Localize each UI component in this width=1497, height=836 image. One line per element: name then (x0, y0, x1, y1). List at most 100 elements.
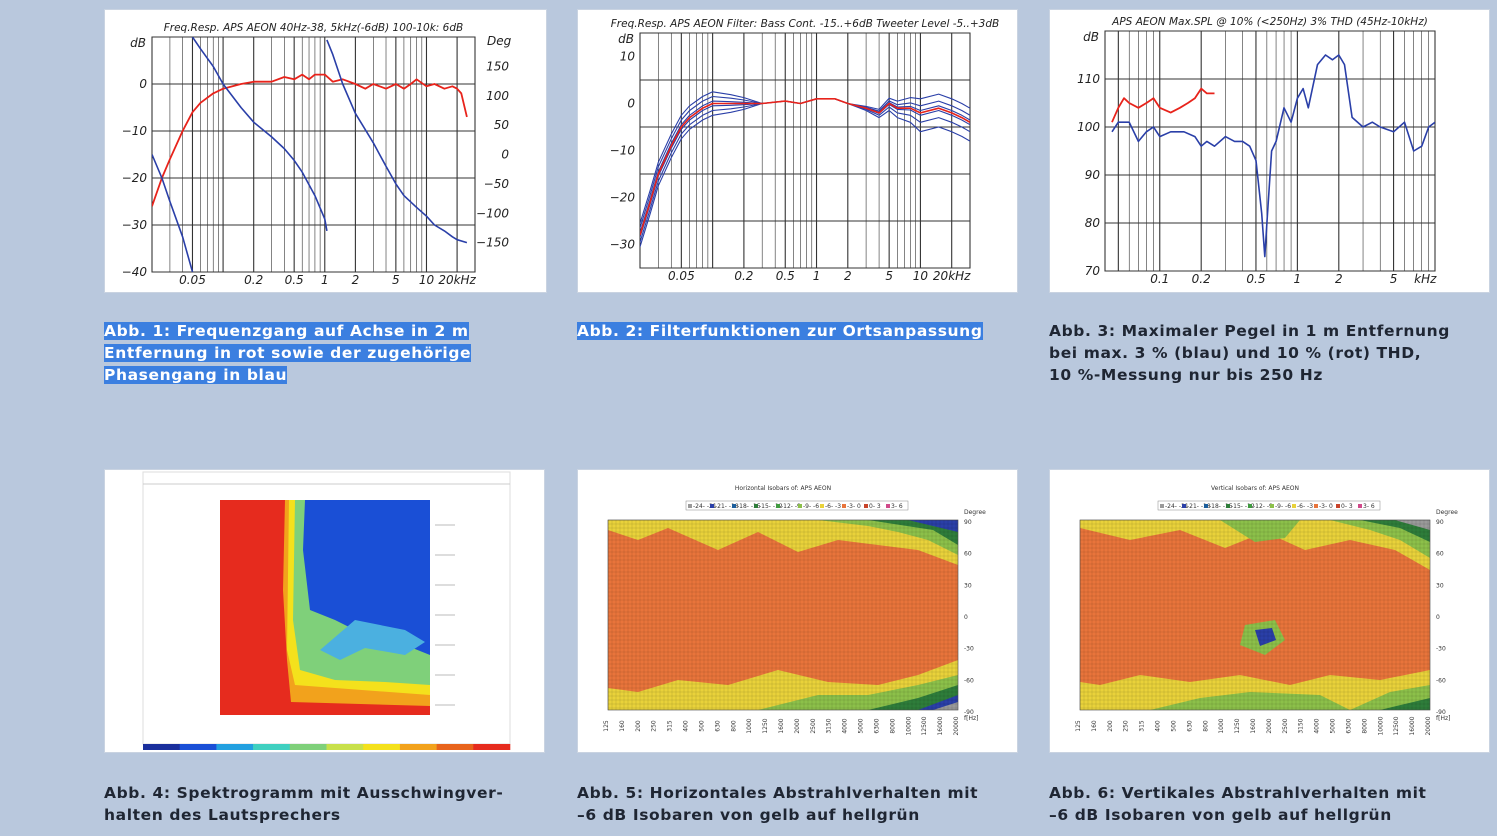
x-tick-label: 5 (885, 269, 893, 283)
chart-title: Freq.Resp. APS AEON 40Hz-38, 5kHz(-6dB) … (164, 22, 464, 34)
region-dkgreen-top (1360, 520, 1430, 542)
legend-swatch (864, 504, 868, 508)
chart-title: Vertical Isobars of: APS AEON (1211, 485, 1299, 492)
x-tick-label: 8000 (889, 718, 896, 733)
x-tick-label: 630 (1186, 720, 1193, 732)
series-group (1111, 54, 1435, 258)
legend-label: -21- -18 (715, 503, 739, 510)
caption-fig1: Abb. 1: Frequenzgang auf Achse in 2 m En… (104, 298, 544, 386)
x-tick-label: 5000 (1330, 718, 1337, 733)
x-tick-label: 500 (698, 720, 705, 732)
x-tick-label: 1 (1294, 272, 1302, 286)
x-tick-label: 1250 (1234, 718, 1241, 733)
y-tick-label: 100 (1077, 120, 1100, 134)
x-tick-label: 6300 (873, 718, 880, 733)
x-tick-label: 800 (1202, 720, 1209, 732)
series-group (152, 37, 468, 272)
x-tick-label: 800 (730, 720, 737, 732)
x-tick-label: 500 (1170, 720, 1177, 732)
x-tick-label: kHz (1414, 272, 1437, 286)
x-tick-label: 2500 (1282, 718, 1289, 733)
y2-axis-label: Deg (487, 34, 512, 48)
figure-2-filter-functions: Freq.Resp. APS AEON Filter: Bass Cont. -… (577, 9, 1018, 293)
chart-fig2: Freq.Resp. APS AEON Filter: Bass Cont. -… (610, 18, 1000, 283)
x-tick-label: 0.2 (734, 269, 753, 283)
region-blue-center (1255, 628, 1276, 646)
y-tick-label: −30 (610, 238, 636, 252)
chart-title: Horizontal Isobars of: APS AEON (735, 485, 831, 492)
legend-label: -6- -3 (825, 503, 841, 510)
caption-fig6-text: Abb. 6: Vertikales Abstrahlverhalten mit… (1049, 784, 1427, 824)
series-group (640, 91, 970, 247)
legend-label: -12- -9 (1253, 503, 1273, 510)
legend-swatch (1226, 504, 1230, 508)
y-axis-label: Degree (964, 509, 986, 516)
caption-fig3: Abb. 3: Maximaler Pegel in 1 m Entfernun… (1049, 298, 1489, 386)
band-green (285, 500, 430, 715)
x-tick-label: 315 (667, 720, 674, 732)
y-tick-label: 90 (964, 519, 972, 526)
legend-swatch (776, 504, 780, 508)
legend-swatch (688, 504, 692, 508)
y-tick-label: -90 (964, 709, 974, 716)
x-tick-label: 4000 (842, 718, 849, 733)
x-tick-label: 8000 (1361, 718, 1368, 733)
caption-fig3-text: Abb. 3: Maximaler Pegel in 1 m Entfernun… (1049, 322, 1450, 384)
legend-swatch (710, 504, 714, 508)
y-tick-label: −30 (122, 218, 148, 232)
heatmap-frame (607, 519, 959, 711)
x-tick-label: 10 (419, 273, 435, 287)
legend-label: -18- -15 (1209, 503, 1233, 510)
y-tick-label: −40 (122, 265, 148, 279)
x-tick-label: 20000 (953, 716, 960, 735)
legend-label: -15- -12 (759, 503, 783, 510)
legend-label: -3- 0 (1319, 503, 1333, 510)
x-tick-label: 1600 (778, 718, 785, 733)
x-tick-label: 10000 (905, 716, 912, 735)
data-series-1 (1111, 54, 1435, 258)
chart-title: Freq.Resp. APS AEON Filter: Bass Cont. -… (611, 18, 999, 30)
y-tick-label: 80 (1085, 216, 1101, 230)
legend-swatch (1160, 504, 1164, 508)
x-tick-label: 0.5 (776, 269, 795, 283)
legend-label: -21- -18 (1187, 503, 1211, 510)
x-tick-label: 5 (1390, 272, 1398, 286)
chart-title: APS AEON Max.SPL @ 10% (<250Hz) 3% THD (… (1111, 16, 1428, 28)
legend-label: -9- -6 (1275, 503, 1291, 510)
x-tick-label: 16000 (1409, 716, 1416, 735)
legend-swatch (1248, 504, 1252, 508)
x-tick-label: 2 (1335, 272, 1343, 286)
region-dkgreen-bottom (1380, 698, 1430, 710)
figure-5-horizontal-isobars: Horizontal Isobars of: APS AEON -24- -21-… (577, 469, 1018, 753)
y-tick-label: 10 (620, 50, 636, 64)
filter-curve-red (640, 98, 970, 236)
x-tick-label: 5000 (858, 718, 865, 733)
x-tick-label: 160 (1091, 720, 1098, 732)
chart-fig6: Vertical Isobars of: APS AEON -24- -21-21… (1075, 485, 1458, 736)
y-axis-label: dB (130, 36, 146, 50)
color-scale-segment (399, 744, 437, 750)
x-tick-label: 2 (352, 273, 360, 287)
region-grey-bottom (933, 702, 958, 710)
y2-tick-label: 100 (486, 89, 509, 103)
x-tick-label: 2 (844, 269, 852, 283)
color-scale-segment (179, 744, 217, 750)
y-tick-label: -30 (1436, 646, 1446, 653)
y-tick-label: 60 (1436, 551, 1444, 558)
y-axis-label: dB (1083, 30, 1099, 44)
x-tick-label: 2500 (810, 718, 817, 733)
region-yellow-top (1080, 520, 1430, 570)
region-green-bottom (1150, 692, 1350, 710)
data-series-0 (152, 73, 468, 207)
legend-swatch (820, 504, 824, 508)
legend-label: -9- -6 (803, 503, 819, 510)
x-tick-label: 6300 (1345, 718, 1352, 733)
x-tick-label: 4000 (1314, 718, 1321, 733)
legend-frame (685, 500, 909, 511)
plot-area (639, 32, 971, 269)
legend-label: 0- 3 (1341, 503, 1353, 510)
legend-swatch (1314, 504, 1318, 508)
y-tick-label: -60 (1436, 677, 1446, 684)
y-tick-label: 110 (1077, 72, 1100, 86)
x-tick-label: 20kHz (933, 269, 971, 283)
